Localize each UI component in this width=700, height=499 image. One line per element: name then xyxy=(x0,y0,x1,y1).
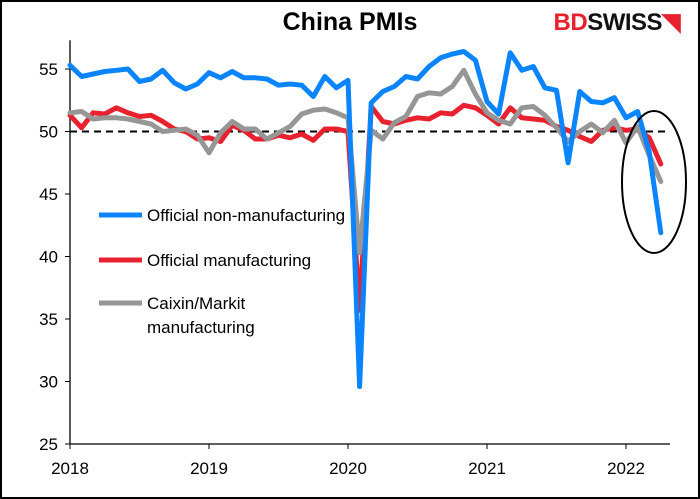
y-tick-label: 35 xyxy=(39,310,58,329)
bdswiss-logo: BDSWISS◥ xyxy=(553,8,681,37)
legend-label: manufacturing xyxy=(147,318,255,337)
x-tick-label: 2018 xyxy=(51,459,89,478)
x-tick-label: 2019 xyxy=(190,459,228,478)
y-tick-label: 45 xyxy=(39,185,58,204)
logo-flag-icon: ◥ xyxy=(662,9,680,36)
logo-swiss: SWISS xyxy=(587,9,663,36)
legend-label: Official non-manufacturing xyxy=(147,206,345,225)
y-tick-label: 40 xyxy=(39,248,58,267)
y-tick-label: 30 xyxy=(39,373,58,392)
y-tick-label: 50 xyxy=(39,123,58,142)
legend-label: Caixin/Markit xyxy=(147,294,246,313)
legend-label: Official manufacturing xyxy=(147,251,311,270)
y-tick-label: 55 xyxy=(39,60,58,79)
logo-bd: BD xyxy=(553,9,588,36)
annotation-ellipse xyxy=(621,110,687,254)
x-tick-label: 2020 xyxy=(329,459,367,478)
x-tick-label: 2021 xyxy=(468,459,506,478)
series-line-0 xyxy=(67,49,664,389)
x-tick-label: 2022 xyxy=(607,459,645,478)
y-tick-label: 25 xyxy=(39,435,58,454)
chart-title: China PMIs xyxy=(282,8,418,36)
